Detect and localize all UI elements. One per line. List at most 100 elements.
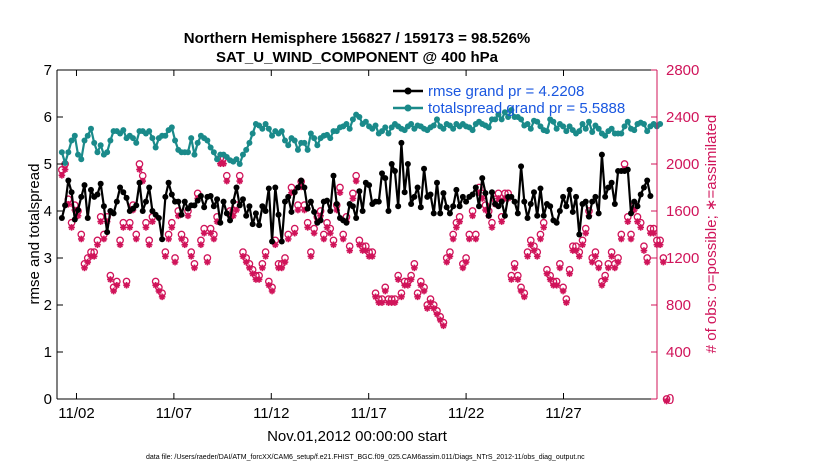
- totalspread-point: [372, 122, 379, 129]
- totalspread-point: [304, 146, 311, 153]
- assimilated-obs-stroke: [188, 253, 195, 260]
- assimilated-obs-marker: [601, 276, 609, 283]
- rmse-point: [385, 208, 392, 214]
- assimilated-obs-marker: [120, 224, 127, 231]
- assimilated-obs-marker: [220, 160, 227, 168]
- rmse-point: [469, 191, 476, 198]
- rmse-point: [521, 198, 528, 205]
- y-tick-label-right: 1600: [666, 203, 699, 220]
- assimilated-obs-stroke: [430, 305, 437, 312]
- assimilated-obs-marker: [294, 206, 302, 214]
- assimilated-obs-marker: [369, 253, 376, 260]
- totalspread-point: [314, 142, 321, 149]
- assimilated-obs-stroke: [472, 236, 479, 242]
- assimilated-obs-marker: [394, 276, 402, 283]
- totalspread-point: [94, 149, 101, 156]
- rmse-point: [217, 219, 224, 226]
- assimilated-obs-marker: [511, 264, 518, 272]
- totalspread-point: [408, 121, 415, 128]
- legend-rmse-label: rmse grand pr = 4.2208: [428, 83, 584, 100]
- rmse-point: [159, 236, 166, 243]
- rmse-point: [411, 193, 418, 200]
- rmse-point: [476, 203, 483, 210]
- totalspread-point: [382, 124, 389, 131]
- assimilated-obs-stroke: [540, 224, 547, 231]
- rmse-point: [417, 204, 424, 211]
- assimilated-obs-stroke: [657, 241, 663, 248]
- assimilated-obs-marker: [614, 258, 622, 266]
- totalspread-point: [152, 144, 159, 151]
- assimilated-obs-stroke: [262, 253, 269, 260]
- assimilated-obs-marker: [84, 258, 92, 266]
- assimilated-obs-marker: [404, 281, 412, 289]
- assimilated-obs-stroke: [136, 166, 143, 173]
- assimilated-obs-stroke: [395, 276, 402, 283]
- assimilated-obs-stroke: [330, 241, 337, 248]
- assimilated-obs-marker: [326, 229, 334, 237]
- assimilated-obs-marker: [563, 299, 570, 306]
- assimilated-obs-marker: [453, 224, 460, 231]
- totalspread-point: [524, 121, 531, 128]
- rmse-point: [524, 215, 531, 222]
- assimilated-obs-marker: [184, 212, 192, 220]
- assimilated-obs-marker: [611, 264, 619, 272]
- rmse-point: [611, 200, 618, 207]
- y-axis-label-right: # of obs: o=possible; ∗=assimilated: [703, 115, 720, 354]
- assimilated-obs-marker: [508, 276, 515, 283]
- assimilated-obs-marker: [236, 177, 244, 185]
- assimilated-obs-stroke: [110, 288, 117, 294]
- totalspread-point: [120, 127, 127, 134]
- assimilated-obs-marker: [566, 270, 573, 277]
- assimilated-obs-stroke: [233, 207, 240, 213]
- rmse-point: [353, 215, 360, 222]
- rmse-point: [608, 179, 615, 186]
- assimilated-obs-stroke: [427, 299, 434, 306]
- assimilated-obs-stroke: [405, 282, 411, 289]
- rmse-point: [175, 198, 182, 205]
- y-tick-label-left: 0: [44, 391, 52, 408]
- rmse-point: [262, 208, 269, 214]
- assimilated-obs-stroke: [660, 259, 667, 265]
- rmse-point: [201, 204, 208, 211]
- totalspread-point: [505, 114, 512, 120]
- assimilated-obs-marker: [191, 264, 198, 272]
- assimilated-obs-stroke: [553, 282, 560, 289]
- assimilated-obs-stroke: [320, 236, 327, 242]
- totalspread-point: [162, 132, 169, 139]
- assimilated-obs-stroke: [434, 311, 440, 318]
- rmse-point: [553, 219, 560, 226]
- assimilated-obs-stroke: [489, 224, 495, 231]
- rmse-point: [598, 151, 605, 158]
- rmse-point: [275, 211, 282, 218]
- assimilated-obs-marker: [378, 299, 386, 306]
- assimilated-obs-marker: [223, 177, 231, 185]
- totalspread-point: [362, 118, 369, 125]
- assimilated-obs-marker: [520, 293, 528, 301]
- assimilated-obs-stroke: [97, 218, 104, 225]
- totalspread-point: [71, 132, 78, 139]
- totalspread-point: [343, 121, 350, 128]
- assimilated-obs-marker: [640, 247, 648, 254]
- rmse-point: [243, 212, 250, 219]
- assimilated-obs-stroke: [592, 253, 599, 260]
- assimilated-obs-marker: [588, 258, 596, 266]
- assimilated-obs-stroke: [143, 224, 149, 231]
- assimilated-obs-marker: [336, 189, 344, 196]
- y-tick-label-left: 5: [44, 156, 52, 173]
- assimilated-obs-marker: [265, 281, 273, 289]
- totalspread-point: [644, 128, 651, 135]
- assimilated-obs-marker: [339, 235, 347, 243]
- assimilated-obs-stroke: [450, 236, 457, 242]
- rmse-point: [181, 198, 188, 205]
- x-tick-label: 11/07: [156, 405, 192, 422]
- totalspread-point: [262, 121, 269, 128]
- rmse-point: [236, 202, 243, 209]
- assimilated-obs-marker: [663, 397, 670, 405]
- totalspread-point: [207, 144, 214, 151]
- assimilated-obs-stroke: [117, 241, 123, 248]
- totalspread-point: [294, 146, 301, 153]
- assimilated-obs-marker: [608, 253, 615, 260]
- rmse-point: [210, 203, 217, 210]
- totalspread-point: [269, 132, 276, 139]
- assimilated-obs-stroke: [337, 189, 343, 196]
